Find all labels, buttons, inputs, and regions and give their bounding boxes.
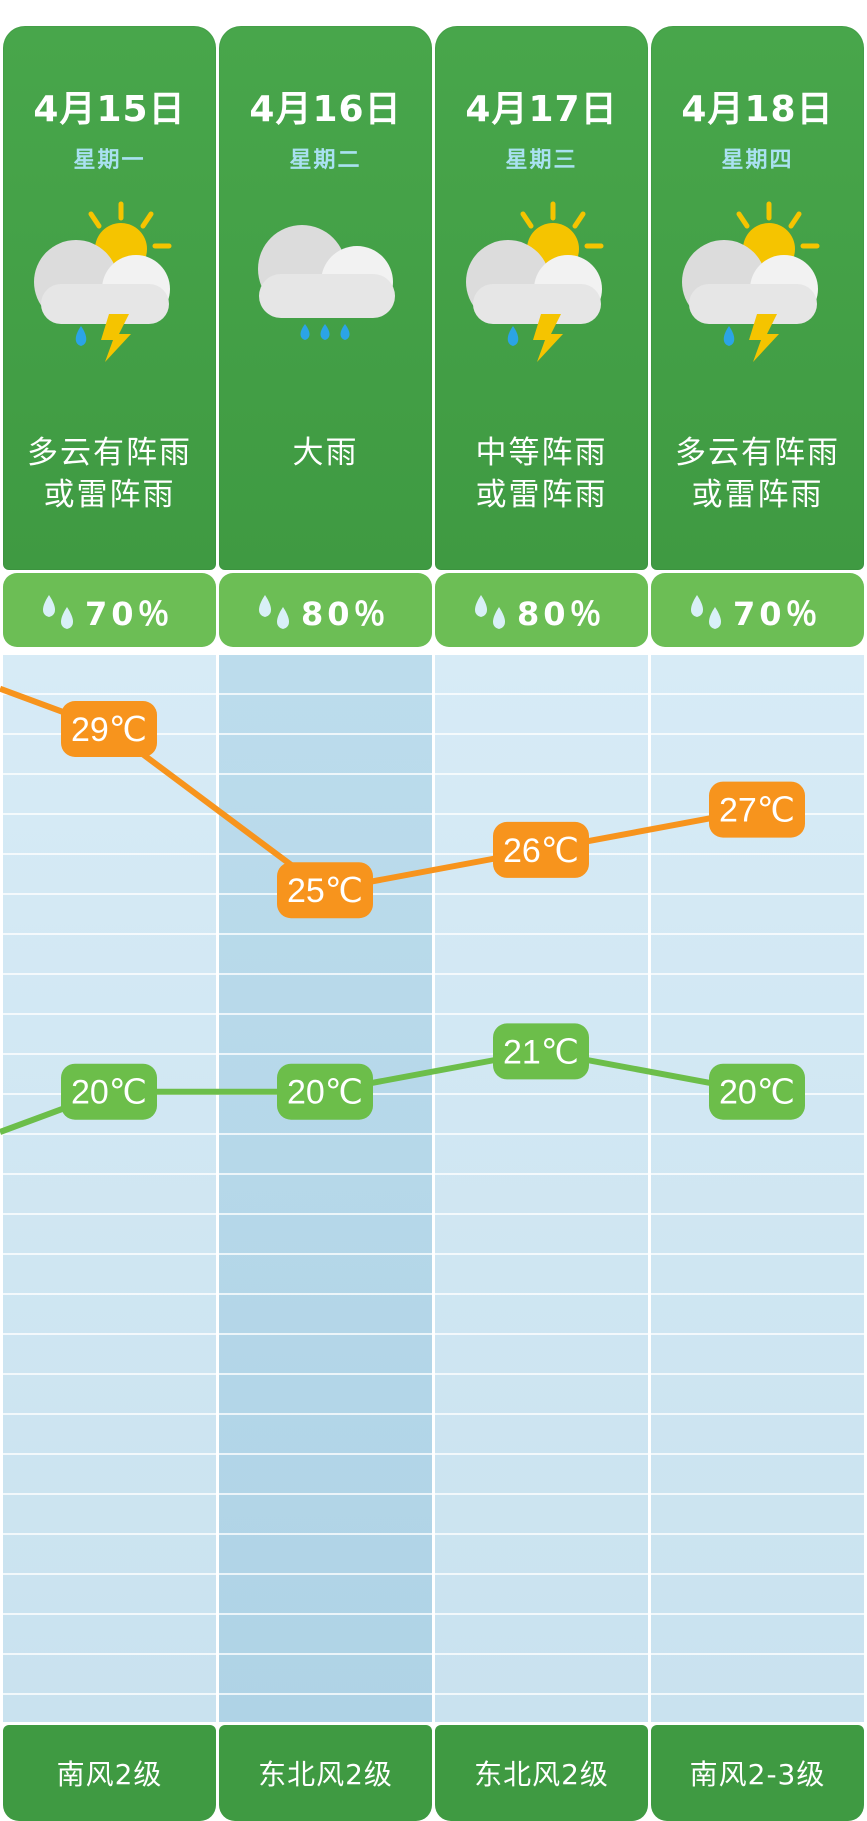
raindrops-icon	[259, 595, 289, 629]
rain-probability: 70％	[3, 573, 216, 647]
rain-value: 80％	[517, 595, 606, 633]
rain-value: 70％	[733, 595, 822, 633]
weekday-label: 星期一	[73, 148, 146, 173]
desc-line-1: 多云有阵雨	[27, 435, 192, 471]
desc-line-2: 或雷阵雨	[691, 477, 824, 513]
forecast-day-4[interactable]: 4月18日 星期四 多云有阵雨 或雷阵雨	[651, 0, 864, 1821]
desc-line-1: 大雨	[292, 435, 359, 471]
date-label: 4月18日	[681, 89, 834, 130]
weekday-label: 星期四	[721, 148, 794, 173]
desc-line-2: 或雷阵雨	[475, 477, 608, 513]
wind-info: 东北风2级	[435, 1725, 648, 1821]
rain-probability: 70％	[651, 573, 864, 647]
weather-description: 中等阵雨 或雷阵雨	[435, 432, 648, 516]
raindrops-icon	[691, 595, 721, 629]
wind-info: 南风2-3级	[651, 1725, 864, 1821]
rain-probability: 80％	[219, 573, 432, 647]
desc-line-1: 多云有阵雨	[675, 435, 840, 471]
day-header: 4月15日 星期一 多云有阵雨 或雷阵雨	[3, 26, 216, 570]
temperature-panel	[435, 655, 648, 1722]
weekday-label: 星期三	[505, 148, 578, 173]
weather-description: 多云有阵雨 或雷阵雨	[3, 432, 216, 516]
wind-label: 东北风2级	[474, 1758, 609, 1791]
forecast-day-3[interactable]: 4月17日 星期三 中等阵雨 或雷阵雨	[435, 0, 648, 1821]
rain-value: 80％	[301, 595, 390, 633]
cloud-rain-thunder-sun-icon	[682, 201, 820, 362]
temperature-panel	[3, 655, 216, 1722]
cloud-heavy-rain-icon	[258, 225, 395, 340]
weather-description: 多云有阵雨 或雷阵雨	[651, 432, 864, 516]
day-header: 4月18日 星期四 多云有阵雨 或雷阵雨	[651, 26, 864, 570]
wind-info: 东北风2级	[219, 1725, 432, 1821]
wind-label: 东北风2级	[258, 1758, 393, 1791]
wind-label: 南风2-3级	[689, 1758, 826, 1791]
cloud-rain-thunder-sun-icon	[466, 201, 604, 362]
forecast-day-1[interactable]: 4月15日 星期一 多云有阵雨 或雷阵雨	[3, 0, 216, 1821]
raindrops-icon	[475, 595, 505, 629]
day-header: 4月16日 星期二 大雨	[219, 26, 432, 570]
day-header: 4月17日 星期三 中等阵雨 或雷阵雨	[435, 26, 648, 570]
desc-line-1: 中等阵雨	[475, 435, 608, 471]
forecast-day-2[interactable]: 4月16日 星期二 大雨 80％ 东北风2级	[219, 0, 432, 1821]
rain-value: 70％	[85, 595, 174, 633]
raindrops-icon	[43, 595, 73, 629]
date-label: 4月17日	[465, 89, 618, 130]
temperature-panel	[651, 655, 864, 1722]
date-label: 4月15日	[33, 89, 186, 130]
rain-probability: 80％	[435, 573, 648, 647]
temperature-panel	[219, 655, 432, 1722]
weather-description: 大雨	[219, 432, 432, 474]
wind-info: 南风2级	[3, 1725, 216, 1821]
weekday-label: 星期二	[289, 148, 362, 173]
date-label: 4月16日	[249, 89, 402, 130]
cloud-rain-thunder-sun-icon	[34, 201, 172, 362]
desc-line-2: 或雷阵雨	[43, 477, 176, 513]
wind-label: 南风2级	[56, 1758, 163, 1791]
